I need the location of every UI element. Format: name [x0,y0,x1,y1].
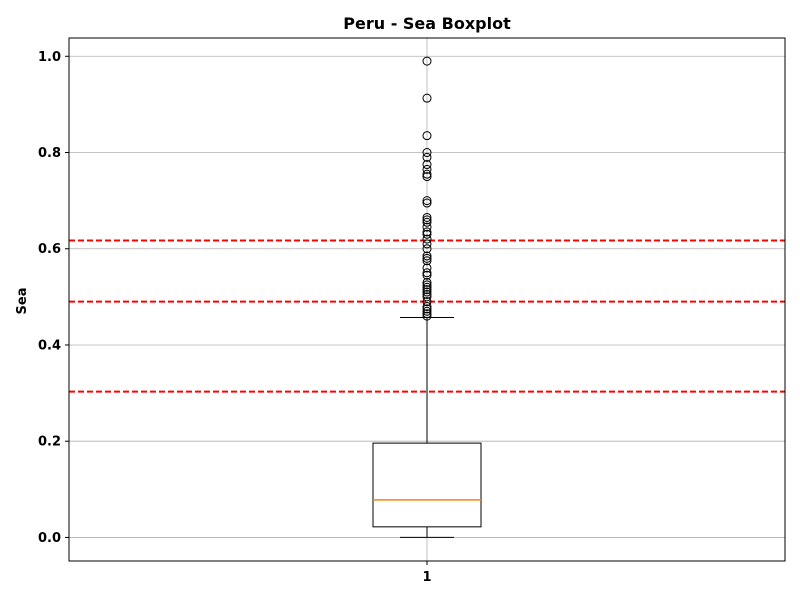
outlier-point [422,251,432,261]
outlier-point [422,131,432,141]
outlier-point [422,301,432,311]
y-tick-label: 1.0 [38,50,61,65]
outlier-point [422,196,432,206]
outlier-point [422,148,432,158]
outlier-point [422,244,432,254]
outlier-point [422,93,432,103]
outlier-point [422,306,432,316]
y-tick-label: 0.2 [38,435,61,450]
outlier-point [422,172,432,182]
outlier-point [422,227,432,237]
axis-ticks: 0.0 0.2 0.4 0.6 0.8 1.0 1 [38,50,432,585]
outlier-point [422,160,432,170]
outlier-points [422,56,432,321]
plot-frame [68,37,786,562]
outlier-point [422,239,432,249]
y-tick-label: 0.8 [38,146,61,161]
chart-title: Peru - Sea Boxplot [343,14,511,33]
outlier-point [422,169,432,179]
outlier-point [422,56,432,66]
outlier-point [422,212,432,222]
outlier-point [422,292,432,302]
outlier-point [422,253,432,263]
outlier-point [422,282,432,292]
outlier-point [422,222,432,232]
y-tick-label: 0.0 [38,531,61,546]
outlier-point [422,304,432,314]
outlier-point [422,280,432,290]
outlier-point [422,152,432,162]
outlier-point [422,217,432,227]
outlier-point [422,234,432,244]
y-axis-label: Sea [15,288,30,315]
outlier-point [422,287,432,297]
outlier-point [422,263,432,273]
outlier-point [422,297,432,307]
iqr-box [372,442,482,528]
outlier-point [422,285,432,295]
x-tick-label: 1 [422,570,431,585]
outlier-point [422,309,432,319]
outlier-point [422,215,432,225]
outlier-point [422,256,432,266]
outlier-point [422,277,432,287]
outlier-point [422,164,432,174]
outlier-point [422,229,432,239]
outlier-point [422,270,432,280]
outlier-point [422,289,432,299]
box-plot [372,317,482,538]
outlier-point [422,311,432,321]
y-tick-label: 0.4 [38,338,61,353]
reference-lines [69,239,785,393]
outlier-point [422,268,432,278]
y-tick-label: 0.6 [38,242,61,257]
outlier-point [422,198,432,208]
